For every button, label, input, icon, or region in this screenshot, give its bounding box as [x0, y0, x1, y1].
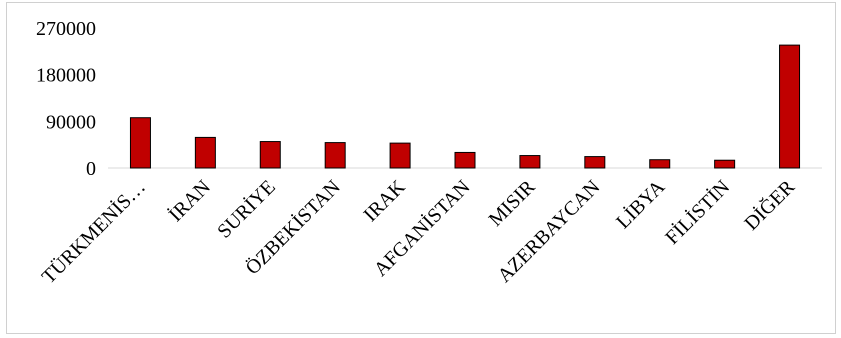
- x-tick-label: İRAN: [164, 175, 215, 226]
- bar: [519, 155, 541, 169]
- bars: [129, 44, 801, 169]
- y-tick-label: 180000: [36, 65, 96, 87]
- x-tick-label: DİĞER: [740, 175, 800, 235]
- x-tick-label: MISIR: [485, 176, 540, 231]
- x-tick-label: TÜRKMENİS…: [37, 175, 150, 288]
- bar: [714, 159, 736, 169]
- y-tick-label: 270000: [36, 18, 96, 40]
- y-axis: 0 90000 180000 270000: [36, 18, 96, 180]
- x-tick-label: IRAK: [359, 176, 410, 227]
- bar: [194, 136, 216, 169]
- bar: [389, 142, 411, 169]
- bar: [129, 117, 151, 169]
- bar: [259, 141, 281, 169]
- bar: [324, 142, 346, 169]
- y-tick-label: 90000: [46, 111, 96, 133]
- x-tick-label: SURİYE: [212, 175, 279, 242]
- x-tick-label: FİLİSTİN: [661, 175, 735, 249]
- bar: [649, 159, 671, 169]
- bar: [779, 44, 801, 169]
- bar: [454, 151, 476, 169]
- x-tick-label: LİBYA: [611, 175, 669, 233]
- y-tick-label: 0: [86, 158, 96, 180]
- bar: [584, 156, 606, 169]
